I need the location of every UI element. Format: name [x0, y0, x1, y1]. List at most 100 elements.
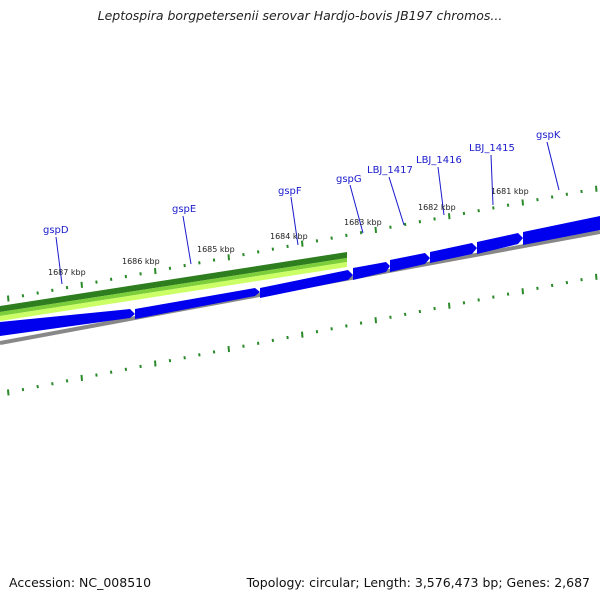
- scale-tick: [51, 288, 54, 292]
- scale-tick: [492, 295, 495, 299]
- scale-tick: [256, 341, 260, 345]
- gene-arrow[interactable]: [430, 243, 477, 263]
- scale-tick: [198, 353, 201, 357]
- gene-leader-line: [490, 154, 494, 206]
- scale-tick: [139, 272, 142, 276]
- scale-tick: [154, 267, 157, 275]
- scale-tick: [242, 344, 245, 348]
- scale-tick: [301, 240, 304, 247]
- gene-leader-line: [388, 176, 405, 226]
- scale-tick: [506, 203, 510, 207]
- scale-tick: [345, 324, 348, 328]
- scale-tick: [477, 209, 480, 213]
- scale-tick: [109, 277, 113, 281]
- gene-arrow[interactable]: [523, 216, 600, 245]
- gene-label-gspk[interactable]: gspK: [536, 130, 561, 141]
- scale-tick: [168, 266, 172, 270]
- scale-tick: [418, 220, 422, 224]
- scale-tick: [565, 280, 569, 285]
- scale-tick: [65, 379, 69, 383]
- scale-tick: [139, 364, 142, 369]
- gene-leader-line: [55, 236, 63, 285]
- scale-tick: [521, 288, 524, 295]
- highlight-region-mid: [0, 258, 347, 316]
- scale-tick: [271, 338, 275, 343]
- scale-tick: [536, 198, 539, 202]
- scale-tick: [183, 356, 186, 360]
- scale-tick: [580, 189, 583, 194]
- gene-label-gspe[interactable]: gspE: [172, 204, 196, 215]
- gene-label-gspd[interactable]: gspD: [43, 225, 69, 236]
- gene-label-lbj-1416[interactable]: LBJ_1416: [416, 155, 462, 166]
- scale-tick: [21, 294, 25, 298]
- scale-tick: [183, 263, 186, 268]
- gene-arrow[interactable]: [477, 233, 523, 254]
- scale-tick: [80, 281, 83, 288]
- scale-tick: [550, 195, 554, 199]
- ruler-label: 1684 kbp: [270, 232, 308, 241]
- genome-summary-text: Topology: circular; Length: 3,576,473 bp…: [246, 575, 590, 590]
- scale-tick: [315, 330, 319, 334]
- scale-tick: [7, 295, 10, 302]
- scale-tick: [109, 370, 113, 374]
- highlight-region-light: [0, 262, 347, 321]
- gene-label-lbj-1417[interactable]: LBJ_1417: [367, 165, 413, 176]
- scale-tick: [271, 247, 275, 251]
- ruler-label: 1685 kbp: [197, 245, 235, 254]
- ruler-label: 1681 kbp: [491, 187, 529, 196]
- scale-tick: [21, 387, 25, 392]
- scale-tick: [433, 306, 436, 311]
- scale-tick: [330, 236, 333, 240]
- scale-tick: [124, 367, 128, 371]
- gene-label-lbj-1415[interactable]: LBJ_1415: [469, 143, 515, 154]
- scale-tick: [448, 213, 451, 220]
- scale-tick: [477, 298, 480, 302]
- scale-tick: [227, 345, 230, 353]
- gene-arrow[interactable]: [260, 270, 353, 298]
- scale-tick: [286, 335, 289, 340]
- inner-tick-ring: [7, 185, 598, 302]
- scale-tick: [212, 258, 216, 262]
- scale-tick: [124, 274, 128, 279]
- scale-tick: [315, 239, 319, 243]
- scale-tick: [80, 374, 83, 382]
- scale-tick: [565, 192, 569, 196]
- scale-tick: [595, 185, 598, 192]
- gene-leader-line: [546, 141, 560, 191]
- highlight-region-dark: [0, 252, 347, 312]
- scale-tick: [595, 273, 598, 280]
- scale-tick: [462, 211, 466, 216]
- accession-text: Accession: NC_008510: [9, 575, 152, 590]
- scale-tick: [65, 285, 69, 290]
- scale-tick: [95, 280, 98, 284]
- scale-tick: [359, 321, 363, 325]
- scale-tick: [448, 302, 451, 309]
- scale-tick: [462, 301, 466, 305]
- scale-tick: [51, 382, 54, 386]
- scale-tick: [168, 358, 172, 363]
- scale-tick: [36, 291, 39, 295]
- scale-tick: [301, 331, 304, 338]
- scale-tick: [389, 315, 392, 319]
- scale-tick: [95, 373, 98, 377]
- ruler-label: 1682 kbp: [418, 203, 456, 212]
- gene-arrow[interactable]: [353, 262, 390, 280]
- scale-tick: [242, 252, 245, 257]
- gene-arrow[interactable]: [135, 288, 260, 319]
- gene-arrow[interactable]: [0, 309, 135, 336]
- gene-arrow[interactable]: [390, 253, 430, 272]
- gene-label-gspg[interactable]: gspG: [336, 174, 362, 185]
- scale-tick: [154, 360, 157, 367]
- gene-leader-line: [290, 196, 299, 246]
- scale-tick: [506, 292, 510, 296]
- scale-tick: [536, 286, 539, 291]
- gene-leader-line: [349, 184, 364, 234]
- scale-tick: [330, 327, 333, 331]
- scale-tick: [212, 350, 216, 354]
- gene-label-gspf[interactable]: gspF: [278, 186, 302, 197]
- scale-tick: [550, 283, 554, 288]
- scale-tick: [433, 217, 436, 221]
- ruler-label: 1686 kbp: [122, 257, 160, 266]
